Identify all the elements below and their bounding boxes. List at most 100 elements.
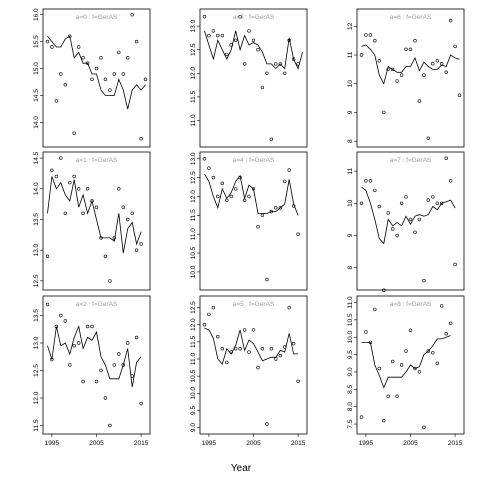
data-point <box>99 236 103 240</box>
data-point <box>63 82 68 87</box>
data-point <box>45 302 50 307</box>
panel-5: a=4 : f=GerAS 10.0 10.5 11.0 11.5 12.0 12.5 13.… <box>190 151 308 291</box>
data-point <box>395 79 399 83</box>
data-point <box>247 194 251 199</box>
data-point <box>63 211 68 216</box>
y-tick-label: 11.5 <box>190 209 197 222</box>
data-point <box>269 209 273 214</box>
data-point <box>359 201 364 206</box>
data-point <box>68 34 72 38</box>
data-point <box>90 324 94 329</box>
data-point <box>211 305 216 310</box>
data-point <box>72 174 76 179</box>
y-tick-label: 8 <box>347 139 354 143</box>
y-tick-label: 12.0 <box>190 190 197 203</box>
data-point <box>444 156 448 160</box>
y-tick-label: 11 <box>347 51 354 58</box>
x-tick-label: 2015 <box>291 440 306 447</box>
series-line <box>204 30 303 70</box>
data-point <box>382 418 386 423</box>
panel-title: a=5 : f=GerAS <box>233 301 275 308</box>
data-point <box>422 278 426 283</box>
data-point <box>404 47 408 51</box>
panel-9: a=8 : f=GerAS 7.5 8.0 8.5 9.0 9.5 10.0 10.5 11.0… <box>347 295 465 447</box>
data-point <box>364 33 368 37</box>
data-point <box>386 394 390 398</box>
y-tick-label: 10.0 <box>190 265 197 278</box>
y-tick-label: 12.5 <box>190 171 197 184</box>
y-tick-label: 12.0 <box>33 391 40 404</box>
data-point <box>112 236 117 240</box>
y-tick-label: 8.0 <box>347 402 354 411</box>
data-point <box>59 72 63 76</box>
data-point <box>234 347 238 351</box>
panel-6: a=7 : f=GerAS 8 9 10 11 <box>347 151 465 292</box>
data-point <box>391 359 395 364</box>
data-point <box>283 71 287 76</box>
data-point <box>117 187 121 191</box>
series-line <box>47 176 142 254</box>
data-point <box>103 254 108 258</box>
data-point <box>130 13 134 17</box>
data-point <box>368 33 373 37</box>
x-tick-label: 1995 <box>45 440 60 447</box>
data-point <box>81 56 85 60</box>
x-tick-label: 2015 <box>448 440 463 447</box>
data-point <box>260 347 265 351</box>
y-tick-label: 16.0 <box>33 8 40 21</box>
data-point <box>202 15 207 19</box>
panel-title: a=4 : f=GerAS <box>233 157 275 164</box>
data-point <box>220 347 225 351</box>
data-point <box>139 136 143 141</box>
y-tick-label: 14.0 <box>33 182 40 195</box>
panel-frame <box>356 8 465 148</box>
data-point <box>422 425 426 430</box>
data-point <box>85 187 90 191</box>
panel-frame <box>199 295 308 435</box>
data-point <box>256 365 260 370</box>
x-tick-label: 2005 <box>246 440 261 447</box>
data-point <box>260 213 265 218</box>
data-point <box>50 168 54 173</box>
data-point <box>269 347 273 351</box>
panel-title: a=8 : f=GerAS <box>390 301 432 308</box>
data-point <box>99 56 103 60</box>
panel-title: a=7 : f=GerAS <box>390 157 432 164</box>
data-point <box>54 324 59 329</box>
data-point <box>238 15 242 19</box>
y-tick-label: 11.0 <box>347 296 354 309</box>
data-point <box>211 175 216 180</box>
x-tick-label: 2015 <box>134 440 149 447</box>
data-point <box>229 194 233 199</box>
data-point <box>211 29 216 33</box>
data-point <box>216 194 220 199</box>
y-tick-label: 11 <box>347 167 354 174</box>
data-point <box>408 47 413 51</box>
panel-3: a=6 : f=GerAS 8 9 10 11 12 <box>347 8 465 148</box>
series-line <box>47 325 142 388</box>
data-point <box>291 57 296 61</box>
data-point <box>59 313 63 318</box>
data-point <box>45 254 50 258</box>
panel-frame <box>356 151 465 291</box>
data-point <box>422 73 426 77</box>
y-tick-label: 11.0 <box>190 353 197 366</box>
y-tick-label: 13.0 <box>33 243 40 256</box>
panel-4: a=1 : f=GerAS 12.5 13.0 13.5 14.0 14.5 <box>33 151 151 291</box>
data-point <box>216 335 220 339</box>
panel-title: a=3 : f=GerAS <box>233 14 275 21</box>
data-point <box>296 232 300 236</box>
panel-title: a=1 : f=GerAS <box>76 157 118 164</box>
data-point <box>216 33 220 38</box>
data-point <box>444 70 448 75</box>
data-point <box>260 85 265 90</box>
panel-frame <box>199 151 308 291</box>
data-point <box>68 180 72 185</box>
data-point <box>247 350 251 354</box>
series-line <box>361 44 460 85</box>
data-point <box>269 137 273 142</box>
x-tick-label: 1995 <box>202 440 217 447</box>
data-point <box>85 324 90 329</box>
data-point <box>399 73 404 77</box>
